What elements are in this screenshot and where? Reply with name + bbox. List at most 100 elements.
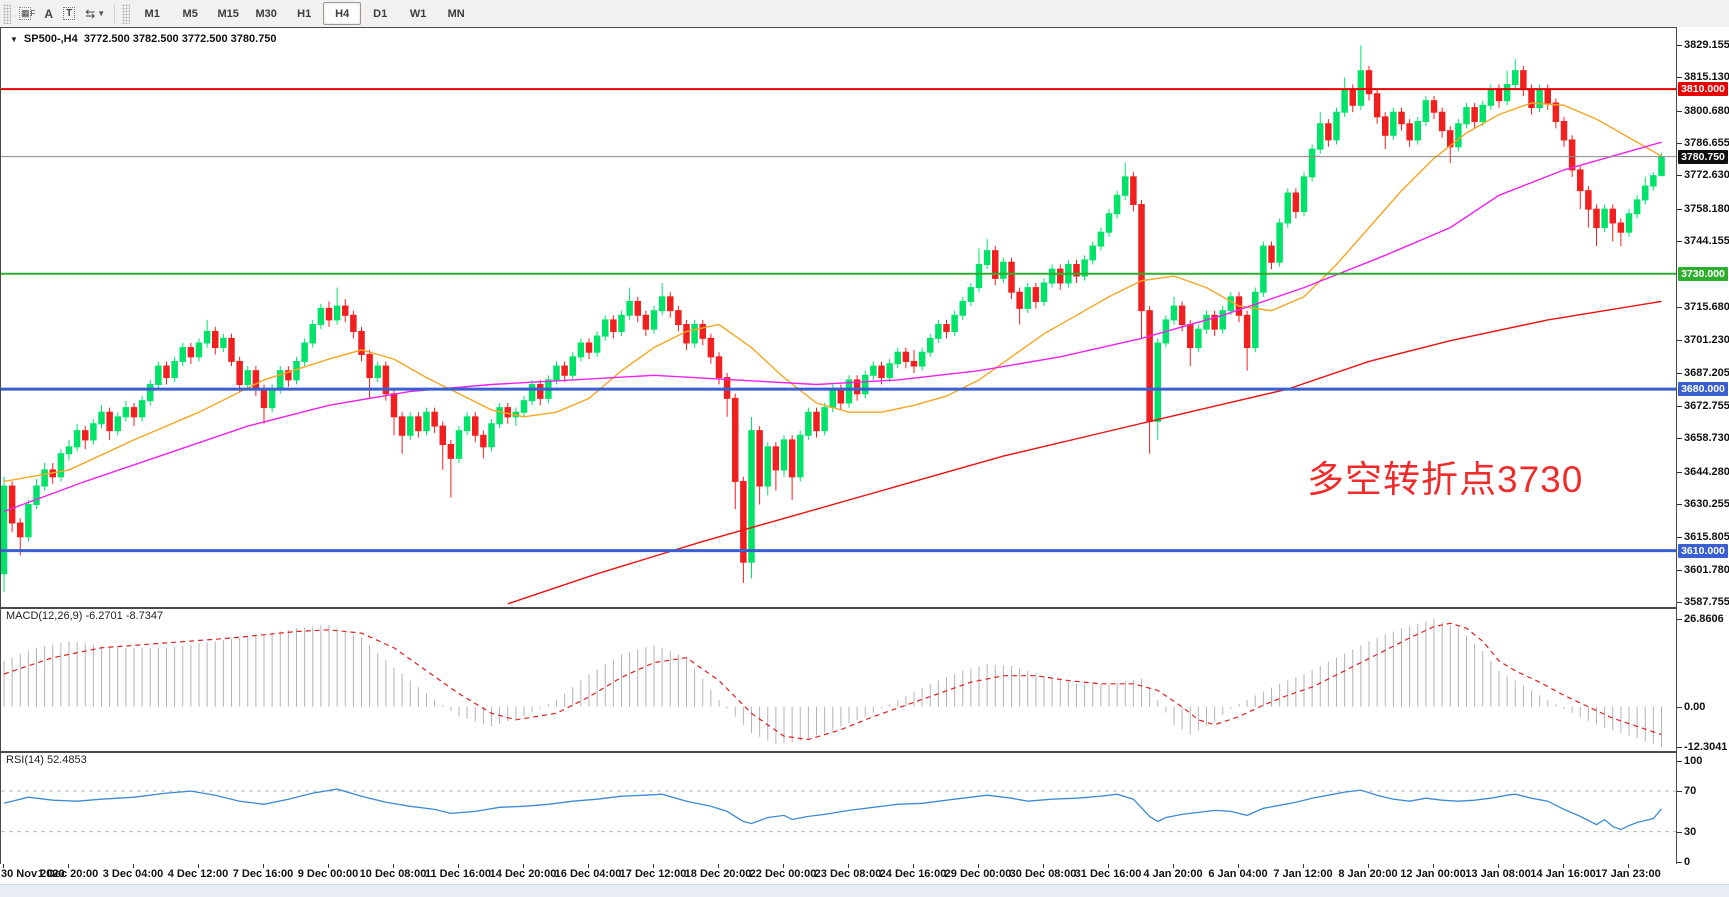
text-box-icon[interactable]: T — [58, 4, 80, 24]
time-tick — [133, 864, 134, 868]
candle-body — [1048, 268, 1056, 284]
candle-body — [122, 407, 130, 418]
axis-tick — [1677, 175, 1682, 177]
price-axis[interactable]: 3829.155 3815.130 3800.680 3786.655 3772.630… — [1677, 27, 1729, 872]
candle-body — [886, 363, 893, 379]
time-tick — [913, 864, 914, 868]
time-tick — [718, 864, 719, 868]
time-label: 14 Jan 16:00 — [1530, 868, 1596, 880]
time-label: 17 Jan 23:00 — [1595, 868, 1661, 880]
text-label-icon[interactable]: A — [44, 6, 54, 21]
candle-body — [1414, 120, 1421, 141]
price-tick-label: 3800.680 — [1684, 104, 1729, 117]
indicators-grid-icon[interactable]: ▦ F — [19, 7, 35, 20]
candle-body — [845, 379, 853, 404]
macd-tick-label: 26.8606 — [1684, 612, 1724, 625]
rsi-indicator-pane[interactable] — [0, 752, 1677, 866]
candle-body — [147, 384, 154, 402]
timeframe-button-m30[interactable]: M30 — [255, 7, 277, 20]
candle-body — [1438, 111, 1446, 132]
candle-body — [350, 314, 357, 332]
timeframe-button-group: M1 M5 M15 M30 H1 H4 D1 W1 MN — [133, 2, 475, 25]
time-tick — [783, 864, 784, 868]
candle-body — [935, 324, 942, 339]
macd-chart[interactable] — [1, 609, 1676, 749]
candle-body — [1333, 111, 1340, 141]
candle-body — [325, 307, 333, 321]
candle-body — [1081, 259, 1088, 277]
timeframe-button-h4[interactable]: H4 — [323, 2, 362, 25]
timeframe-button-w1[interactable]: W1 — [409, 7, 427, 20]
ma-mid-line — [3, 141, 1662, 513]
timeframe-button-h1[interactable]: H1 — [297, 7, 312, 20]
candle-body — [813, 411, 820, 432]
candle-body — [528, 384, 536, 402]
candle-body — [610, 319, 617, 332]
candle-body — [1373, 93, 1381, 118]
time-label: 23 Dec 08:00 — [814, 868, 882, 880]
price-tick-label: 3715.680 — [1684, 300, 1729, 313]
toolbar-grip-icon[interactable] — [122, 3, 131, 24]
timeframe-button-d1[interactable]: D1 — [373, 7, 388, 20]
time-label: 24 Dec 16:00 — [879, 868, 947, 880]
candle-body — [1568, 139, 1576, 171]
price-tick-label: 3829.155 — [1684, 38, 1729, 51]
candle-body — [504, 407, 511, 418]
candle-body — [1130, 176, 1137, 206]
candle-body — [1341, 88, 1348, 113]
timeframe-button-m5[interactable]: M5 — [182, 7, 198, 20]
time-tick — [848, 864, 849, 868]
price-tick-label: 3601.780 — [1684, 563, 1729, 576]
candle-body — [821, 407, 828, 432]
candle-body — [1325, 123, 1332, 141]
objects-arrows-icon[interactable]: ⇆ ▼ — [85, 6, 106, 21]
axis-tick — [1677, 44, 1682, 46]
candle-body — [1000, 261, 1007, 279]
candle-body — [1536, 88, 1543, 109]
price-badge: 3780.750 — [1678, 149, 1728, 164]
time-label: 22 Dec 00:00 — [749, 868, 817, 880]
candle-body — [805, 411, 812, 436]
candle-body — [910, 360, 918, 367]
time-label: 7 Dec 16:00 — [232, 868, 294, 880]
chevron-down-icon[interactable]: ▼ — [97, 9, 106, 18]
candle-body — [1609, 208, 1616, 224]
price-chart-pane[interactable] — [0, 27, 1677, 608]
candle-body — [1471, 107, 1478, 122]
candle-body — [1308, 148, 1316, 178]
candle-body — [675, 310, 682, 326]
candle-body — [1016, 291, 1023, 309]
timeframe-button-mn[interactable]: MN — [447, 7, 465, 20]
toolbar-grip-icon[interactable] — [3, 3, 11, 24]
candle-body — [390, 393, 398, 418]
candle-body — [1203, 314, 1210, 330]
price-tick-label: 3658.730 — [1684, 432, 1729, 445]
rsi-chart[interactable] — [1, 753, 1676, 863]
candle-body — [268, 388, 276, 409]
candle-body — [1495, 88, 1503, 102]
chevron-down-icon[interactable]: ▼ — [10, 35, 18, 44]
candle-body — [1430, 100, 1438, 113]
macd-indicator-pane[interactable] — [0, 608, 1677, 752]
candle-body — [114, 416, 121, 432]
ma-fast-line — [3, 102, 1662, 483]
axis-tick — [1677, 831, 1682, 833]
time-label: 9 Dec 00:00 — [297, 868, 359, 880]
rsi-tick-label: 100 — [1684, 754, 1703, 767]
time-label: 8 Jan 20:00 — [1338, 868, 1398, 880]
candle-body — [1625, 213, 1633, 233]
candle-body — [496, 407, 503, 425]
timeframe-button-m15[interactable]: M15 — [217, 7, 239, 20]
status-strip — [0, 884, 1729, 897]
candle-body — [73, 430, 81, 448]
candle-body — [602, 319, 609, 337]
candle-body — [902, 351, 910, 362]
timeframe-button-m1[interactable]: M1 — [144, 7, 160, 20]
candle-body — [1154, 342, 1161, 422]
candlestick-chart[interactable] — [0, 28, 1676, 605]
candle-body — [1479, 104, 1486, 122]
candle-body — [837, 388, 845, 404]
time-tick — [1043, 864, 1044, 868]
candle-body — [878, 365, 885, 379]
time-axis[interactable]: 30 Nov 2020 1 Dec 20:00 3 Dec 04:00 4 Dec 1… — [0, 864, 1677, 884]
